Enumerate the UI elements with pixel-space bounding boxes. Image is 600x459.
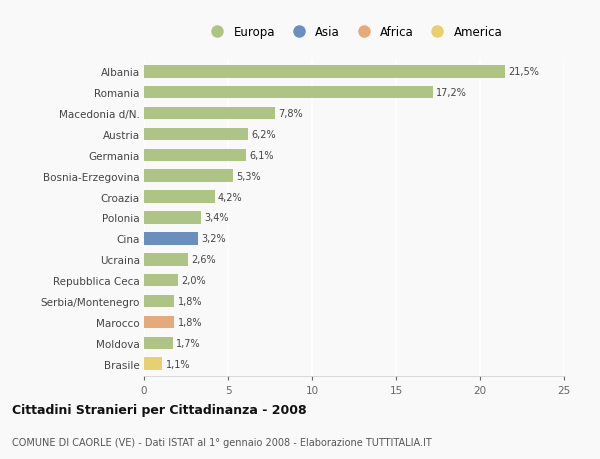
Bar: [144, 316, 174, 329]
Text: 7,8%: 7,8%: [278, 109, 303, 119]
Text: 21,5%: 21,5%: [509, 67, 539, 77]
Bar: [144, 129, 248, 141]
Bar: [144, 337, 173, 349]
Bar: [144, 149, 247, 162]
Text: 1,7%: 1,7%: [176, 338, 200, 348]
Text: 1,8%: 1,8%: [178, 317, 202, 327]
Text: 5,3%: 5,3%: [236, 171, 261, 181]
Text: 3,2%: 3,2%: [201, 234, 226, 244]
Bar: [144, 274, 178, 287]
Bar: [144, 66, 505, 78]
Bar: [144, 212, 201, 224]
Bar: [144, 358, 163, 370]
Bar: [144, 87, 433, 99]
Text: 2,0%: 2,0%: [181, 275, 206, 285]
Text: 1,8%: 1,8%: [178, 297, 202, 306]
Bar: [144, 170, 233, 183]
Legend: Europa, Asia, Africa, America: Europa, Asia, Africa, America: [200, 21, 508, 44]
Text: 6,2%: 6,2%: [251, 130, 276, 140]
Bar: [144, 233, 198, 245]
Text: 3,4%: 3,4%: [205, 213, 229, 223]
Text: COMUNE DI CAORLE (VE) - Dati ISTAT al 1° gennaio 2008 - Elaborazione TUTTITALIA.: COMUNE DI CAORLE (VE) - Dati ISTAT al 1°…: [12, 437, 432, 447]
Bar: [144, 295, 174, 308]
Text: 2,6%: 2,6%: [191, 255, 215, 265]
Bar: [144, 191, 215, 203]
Text: 4,2%: 4,2%: [218, 192, 242, 202]
Bar: [144, 107, 275, 120]
Text: Cittadini Stranieri per Cittadinanza - 2008: Cittadini Stranieri per Cittadinanza - 2…: [12, 403, 307, 416]
Bar: [144, 253, 188, 266]
Text: 17,2%: 17,2%: [436, 88, 467, 98]
Text: 1,1%: 1,1%: [166, 359, 190, 369]
Text: 6,1%: 6,1%: [250, 151, 274, 161]
